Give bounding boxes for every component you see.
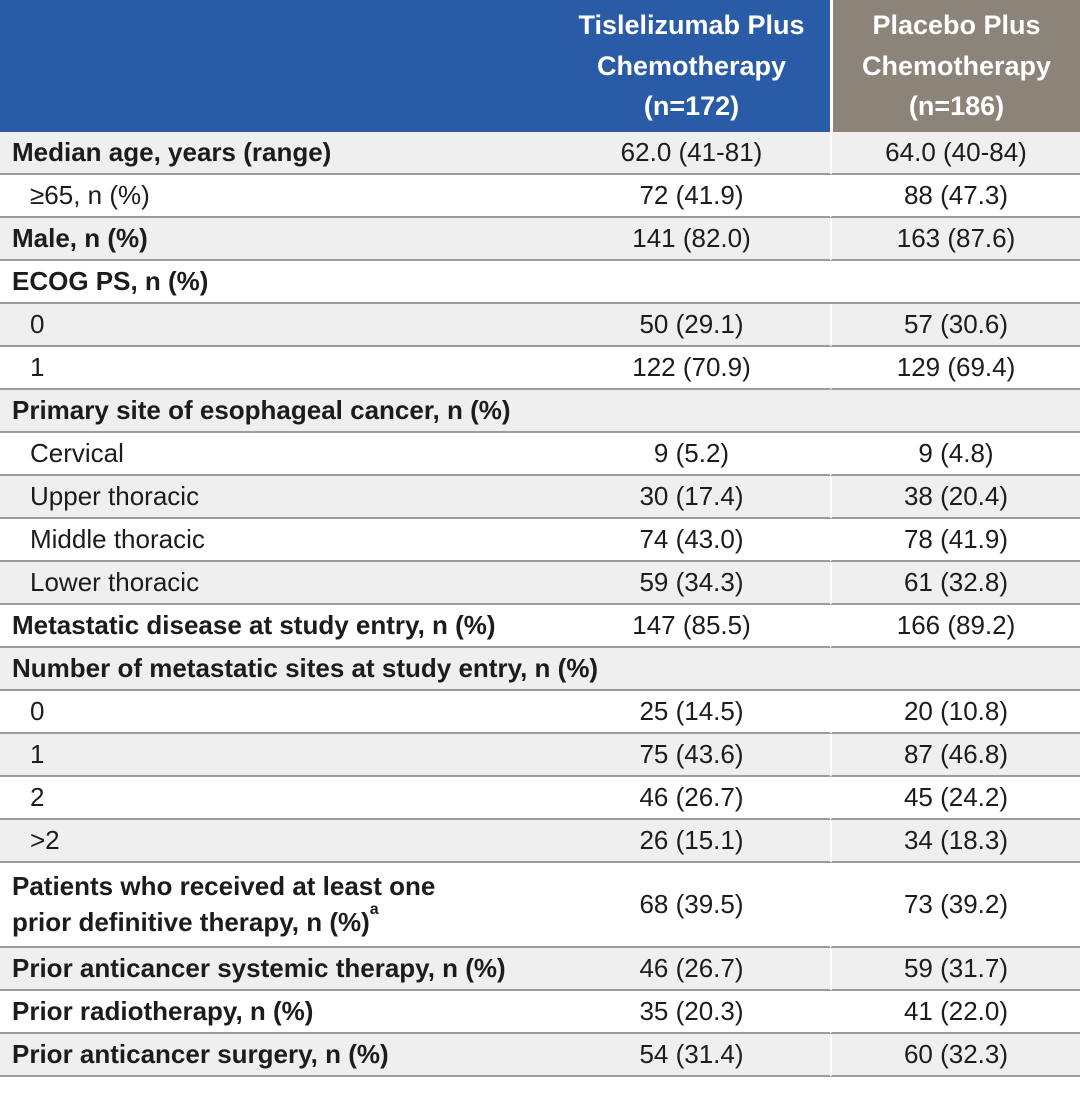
row-label: Lower thoracic — [0, 562, 553, 605]
value-cell-tislelizumab: 50 (29.1) — [553, 304, 830, 347]
row-label: Metastatic disease at study entry, n (%) — [0, 605, 553, 648]
value-cell-placebo: 45 (24.2) — [830, 777, 1080, 820]
value-cell-placebo: 87 (46.8) — [830, 734, 1080, 777]
value-cell-tislelizumab: 46 (26.7) — [553, 948, 830, 991]
row-label: ≥65, n (%) — [0, 175, 553, 218]
row-label: Primary site of esophageal cancer, n (%) — [0, 390, 1080, 433]
row-label: Cervical — [0, 433, 553, 476]
value-cell-placebo: 88 (47.3) — [830, 175, 1080, 218]
row-label: Patients who received at least one prior … — [0, 863, 553, 948]
row-label: Middle thoracic — [0, 519, 553, 562]
value-cell-placebo: 59 (31.7) — [830, 948, 1080, 991]
value-cell-placebo: 163 (87.6) — [830, 218, 1080, 261]
value-cell-tislelizumab: 26 (15.1) — [553, 820, 830, 863]
value-cell-placebo: 129 (69.4) — [830, 347, 1080, 390]
header-line: Placebo Plus — [872, 10, 1041, 41]
value-cell-tislelizumab: 54 (31.4) — [553, 1034, 830, 1077]
value-cell-tislelizumab: 141 (82.0) — [553, 218, 830, 261]
table-row: 0 50 (29.1) 57 (30.6) — [0, 304, 1080, 347]
table-row: >2 26 (15.1) 34 (18.3) — [0, 820, 1080, 863]
header-line: Chemotherapy — [596, 50, 787, 81]
value-cell-tislelizumab: 74 (43.0) — [553, 519, 830, 562]
header-line: (n=186) — [908, 91, 1005, 122]
value-cell-placebo: 60 (32.3) — [830, 1034, 1080, 1077]
table-body: Median age, years (range) 62.0 (41-81) 64.… — [0, 132, 1080, 1077]
value-cell-placebo: 41 (22.0) — [830, 991, 1080, 1034]
footnote-marker: a — [369, 900, 379, 918]
row-label: >2 — [0, 820, 553, 863]
row-label: 1 — [0, 734, 553, 777]
value-cell-tislelizumab: 30 (17.4) — [553, 476, 830, 519]
value-cell-tislelizumab: 35 (20.3) — [553, 991, 830, 1034]
value-cell-placebo: 34 (18.3) — [830, 820, 1080, 863]
row-label: ECOG PS, n (%) — [0, 261, 1080, 304]
value-cell-tislelizumab: 62.0 (41-81) — [553, 132, 830, 175]
value-cell-tislelizumab: 72 (41.9) — [553, 175, 830, 218]
header-cell-placebo: Placebo Plus Chemotherapy (n=186) — [830, 0, 1080, 132]
value-cell-placebo: 57 (30.6) — [830, 304, 1080, 347]
table-row: Lower thoracic 59 (34.3) 61 (32.8) — [0, 562, 1080, 605]
row-label: Prior anticancer surgery, n (%) — [0, 1034, 553, 1077]
table-row: Patients who received at least one prior … — [0, 863, 1080, 948]
table-row: Prior radiotherapy, n (%) 35 (20.3) 41 (22… — [0, 991, 1080, 1034]
value-cell-tislelizumab: 75 (43.6) — [553, 734, 830, 777]
table-row: Metastatic disease at study entry, n (%)… — [0, 605, 1080, 648]
header-cell-tislelizumab: Tislelizumab Plus Chemotherapy (n=172) — [0, 0, 830, 132]
table-row: Number of metastatic sites at study entr… — [0, 648, 1080, 691]
value-cell-tislelizumab: 68 (39.5) — [553, 863, 830, 948]
value-cell-placebo: 38 (20.4) — [830, 476, 1080, 519]
table-row: 1 75 (43.6) 87 (46.8) — [0, 734, 1080, 777]
value-cell-tislelizumab: 59 (34.3) — [553, 562, 830, 605]
value-cell-tislelizumab: 147 (85.5) — [553, 605, 830, 648]
value-cell-placebo: 64.0 (40-84) — [830, 132, 1080, 175]
header-placebo-label: Placebo Plus Chemotherapy (n=186) — [833, 5, 1080, 127]
value-cell-placebo: 166 (89.2) — [830, 605, 1080, 648]
table-row: ECOG PS, n (%) — [0, 261, 1080, 304]
table-row: Middle thoracic 74 (43.0) 78 (41.9) — [0, 519, 1080, 562]
header-line: (n=172) — [643, 91, 740, 122]
table-row: Male, n (%) 141 (82.0) 163 (87.6) — [0, 218, 1080, 261]
value-cell-tislelizumab: 46 (26.7) — [553, 777, 830, 820]
value-cell-tislelizumab: 25 (14.5) — [553, 691, 830, 734]
table-row: 2 46 (26.7) 45 (24.2) — [0, 777, 1080, 820]
table-row: Median age, years (range) 62.0 (41-81) 64.… — [0, 132, 1080, 175]
table-row: 1 122 (70.9) 129 (69.4) — [0, 347, 1080, 390]
header-line: Tislelizumab Plus — [578, 10, 805, 41]
row-label: Upper thoracic — [0, 476, 553, 519]
table-row: Primary site of esophageal cancer, n (%) — [0, 390, 1080, 433]
table-row: Prior anticancer surgery, n (%) 54 (31.4)… — [0, 1034, 1080, 1077]
table-row: Upper thoracic 30 (17.4) 38 (20.4) — [0, 476, 1080, 519]
value-cell-tislelizumab: 9 (5.2) — [553, 433, 830, 476]
row-label: 0 — [0, 691, 553, 734]
value-cell-placebo: 20 (10.8) — [830, 691, 1080, 734]
value-cell-tislelizumab: 122 (70.9) — [553, 347, 830, 390]
row-label: Median age, years (range) — [0, 132, 553, 175]
table-row: Cervical 9 (5.2) 9 (4.8) — [0, 433, 1080, 476]
value-cell-placebo: 61 (32.8) — [830, 562, 1080, 605]
row-label: 2 — [0, 777, 553, 820]
table-row: 0 25 (14.5) 20 (10.8) — [0, 691, 1080, 734]
header-line: Chemotherapy — [861, 50, 1052, 81]
row-label: Number of metastatic sites at study entr… — [0, 648, 1080, 691]
value-cell-placebo: 78 (41.9) — [830, 519, 1080, 562]
table-row: Prior anticancer systemic therapy, n (%)… — [0, 948, 1080, 991]
row-label: 0 — [0, 304, 553, 347]
value-cell-placebo: 9 (4.8) — [830, 433, 1080, 476]
table-row: ≥65, n (%) 72 (41.9) 88 (47.3) — [0, 175, 1080, 218]
row-label: Prior anticancer systemic therapy, n (%) — [0, 948, 553, 991]
header-tislelizumab-label: Tislelizumab Plus Chemotherapy (n=172) — [553, 5, 830, 127]
value-cell-placebo: 73 (39.2) — [830, 863, 1080, 948]
header-row: Tislelizumab Plus Chemotherapy (n=172) P… — [0, 0, 1080, 132]
row-label: Prior radiotherapy, n (%) — [0, 991, 553, 1034]
row-label: Male, n (%) — [0, 218, 553, 261]
row-label: 1 — [0, 347, 553, 390]
